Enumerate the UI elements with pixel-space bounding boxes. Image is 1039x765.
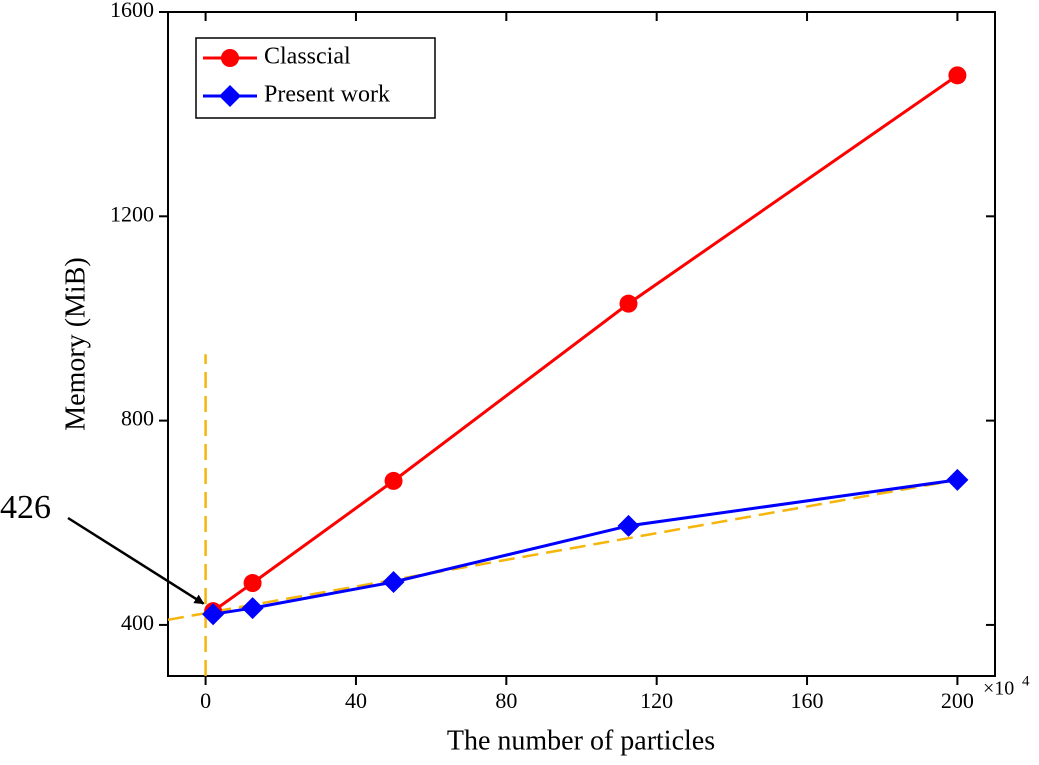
x-multiplier-exp: 4 bbox=[1022, 673, 1030, 689]
marker bbox=[202, 603, 225, 626]
marker bbox=[221, 49, 239, 67]
x-tick-label: 120 bbox=[640, 688, 673, 713]
x-tick-label: 80 bbox=[495, 688, 517, 713]
legend-label: Present work bbox=[264, 82, 390, 108]
marker bbox=[243, 574, 262, 593]
x-tick-label: 40 bbox=[345, 688, 367, 713]
x-tick-label: 200 bbox=[941, 688, 974, 713]
series-line bbox=[212, 74, 959, 613]
x-multiplier: ×10 bbox=[983, 678, 1014, 700]
marker bbox=[946, 468, 969, 491]
marker bbox=[948, 66, 967, 85]
y-tick-label: 400 bbox=[121, 610, 154, 635]
y-tick-label: 1600 bbox=[110, 0, 154, 22]
marker bbox=[382, 571, 405, 594]
marker bbox=[219, 85, 241, 107]
legend-label: Classcial bbox=[264, 44, 351, 70]
y-axis-label: Memory (MiB) bbox=[60, 257, 91, 430]
marker bbox=[617, 514, 640, 537]
plot-frame bbox=[167, 11, 996, 677]
x-tick-label: 160 bbox=[791, 688, 824, 713]
y-tick-label: 800 bbox=[121, 406, 154, 431]
x-tick-label: 0 bbox=[200, 688, 211, 713]
fit-line bbox=[167, 478, 958, 622]
legend-box bbox=[195, 37, 436, 119]
annotation-text: 426 bbox=[0, 489, 51, 526]
marker bbox=[241, 597, 264, 620]
marker bbox=[384, 471, 403, 490]
y-tick-label: 1200 bbox=[110, 201, 154, 226]
marker bbox=[619, 294, 638, 313]
annotation-arrow bbox=[67, 516, 205, 605]
x-axis-label: The number of particles bbox=[447, 725, 715, 756]
